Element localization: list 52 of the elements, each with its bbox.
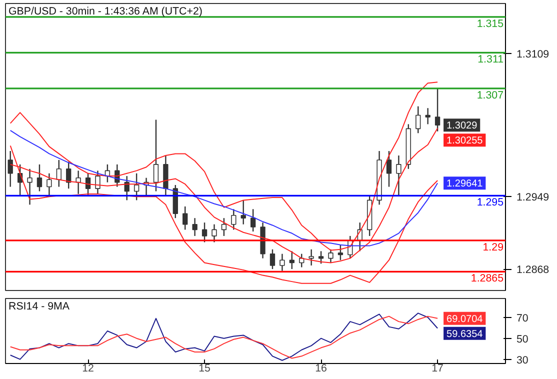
y-tick-label: 1.2949 — [516, 192, 550, 204]
data-label: 1.29641 — [446, 178, 484, 190]
candlestick — [250, 208, 256, 232]
candlestick — [318, 250, 324, 264]
y-tick-label: 70 — [516, 312, 528, 324]
candlestick — [46, 172, 52, 196]
candlestick — [182, 206, 188, 230]
candlestick — [76, 170, 81, 195]
chart-title: GBP/USD - 30min - 1:43:36 AM (UTC+2) — [8, 6, 202, 18]
ref-line-label: 1.295 — [476, 196, 504, 209]
x-tick-label: 12 — [82, 362, 94, 374]
y-tick-label: 30 — [516, 354, 528, 366]
candlestick — [308, 248, 314, 266]
x-tick-label: 17 — [432, 362, 444, 374]
candlestick — [95, 170, 100, 195]
candlestick — [328, 248, 334, 264]
ref-line-label: 1.307 — [476, 89, 504, 102]
candlestick — [289, 250, 294, 270]
data-label: 69.0704 — [446, 314, 484, 325]
data-label: 59.6354 — [446, 328, 484, 340]
candlestick — [231, 208, 236, 230]
y-tick-label: 50 — [516, 333, 528, 346]
candlestick — [270, 248, 276, 270]
ref-line-label: 1.29 — [482, 241, 504, 254]
candlestick — [134, 172, 140, 201]
candlestick — [221, 217, 227, 237]
candlestick — [153, 119, 159, 192]
candlestick — [36, 164, 42, 192]
candlestick — [416, 106, 421, 134]
candlestick — [8, 150, 13, 188]
ref-line-label: 1.311 — [478, 54, 504, 66]
x-tick-label: 16 — [315, 362, 328, 374]
x-tick-label: 15 — [198, 362, 211, 374]
candlestick — [338, 244, 344, 261]
candlestick — [27, 168, 32, 206]
candlestick — [280, 253, 285, 272]
candlestick — [56, 159, 62, 188]
y-tick-label: 1.3109 — [516, 48, 550, 61]
ref-line-label: 1.315 — [476, 18, 504, 30]
candlestick — [192, 217, 198, 237]
candlestick — [425, 108, 430, 125]
candlestick — [202, 222, 208, 243]
candlestick — [434, 88, 440, 132]
ref-line-label: 1.2865 — [470, 272, 504, 285]
text: 1.3029 — [446, 120, 478, 132]
chart-title: RSI14 - 9MA — [8, 300, 70, 312]
candlestick — [396, 154, 402, 196]
candlestick — [240, 200, 246, 225]
candlestick — [212, 224, 217, 243]
candlestick — [386, 150, 392, 188]
data-label: 1.30255 — [446, 136, 484, 147]
y-tick-label: 1.2868 — [516, 264, 550, 276]
